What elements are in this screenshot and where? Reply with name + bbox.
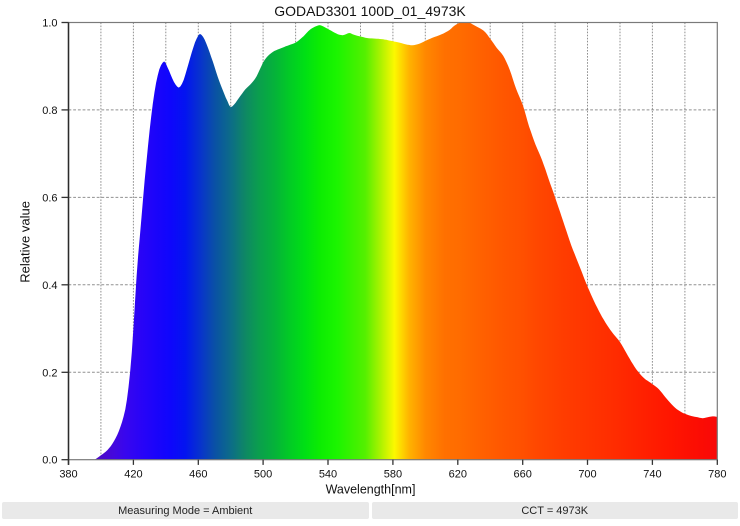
svg-text:580: 580 <box>384 469 402 481</box>
svg-text:Relative value: Relative value <box>18 201 33 283</box>
svg-text:0.6: 0.6 <box>42 192 57 204</box>
svg-text:540: 540 <box>319 469 337 481</box>
svg-text:1.0: 1.0 <box>42 18 57 30</box>
svg-text:460: 460 <box>189 469 207 481</box>
svg-text:Wavelength[nm]: Wavelength[nm] <box>326 483 416 497</box>
svg-text:0.0: 0.0 <box>42 455 57 467</box>
svg-text:780: 780 <box>708 469 726 481</box>
svg-text:0.4: 0.4 <box>42 280 57 292</box>
svg-text:620: 620 <box>449 469 467 481</box>
svg-text:740: 740 <box>643 469 661 481</box>
svg-text:GODAD3301 100D_01_4973K: GODAD3301 100D_01_4973K <box>274 3 466 19</box>
svg-text:700: 700 <box>578 469 596 481</box>
svg-text:0.8: 0.8 <box>42 105 57 117</box>
svg-text:660: 660 <box>514 469 532 481</box>
svg-text:420: 420 <box>124 469 142 481</box>
svg-text:380: 380 <box>59 469 77 481</box>
svg-text:500: 500 <box>254 469 272 481</box>
svg-text:0.2: 0.2 <box>42 367 57 379</box>
